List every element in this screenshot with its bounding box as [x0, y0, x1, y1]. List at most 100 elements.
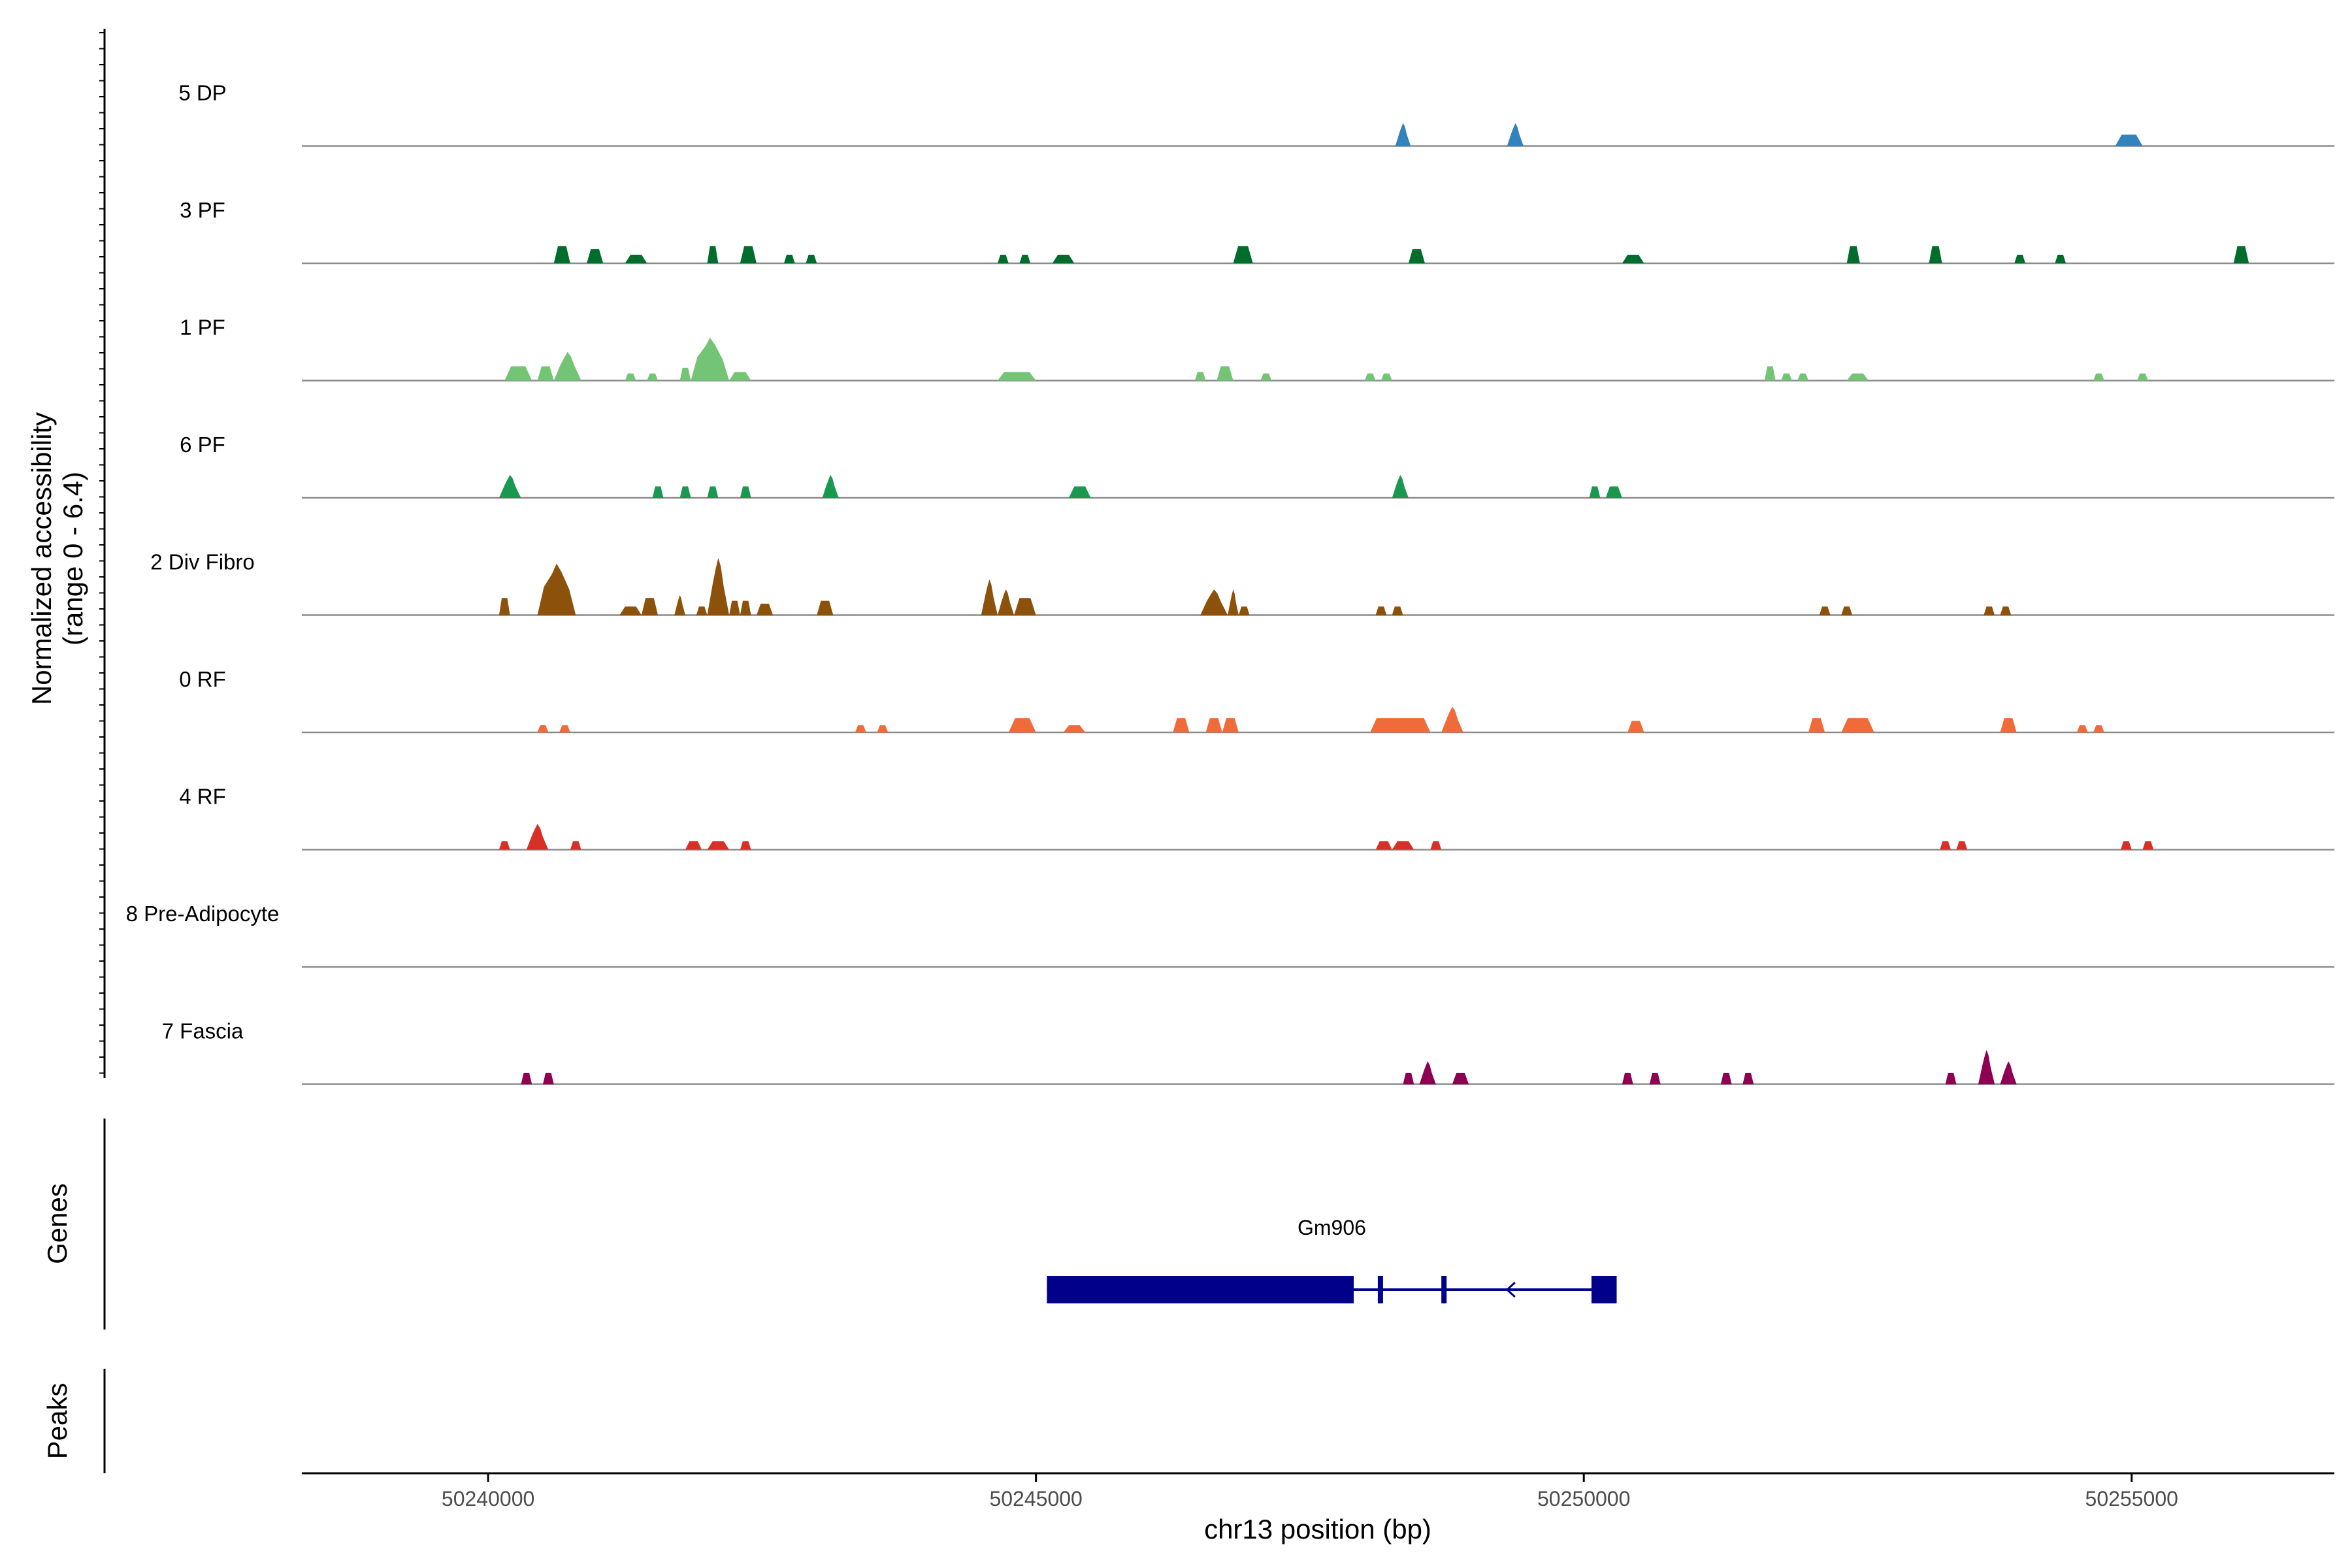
coverage-peak — [756, 604, 774, 615]
x-axis-tick-label: 50255000 — [2085, 1487, 2178, 1511]
x-axis-tick-label: 50250000 — [1537, 1487, 1630, 1511]
coverage-peak — [1008, 718, 1036, 732]
coverage-peak — [997, 254, 1009, 263]
coverage-peak — [553, 351, 581, 381]
coverage-peak — [1507, 123, 1524, 146]
coverage-peak — [537, 725, 549, 732]
coverage-peak — [1392, 475, 1409, 498]
strand-arrow-icon — [1505, 1281, 1516, 1298]
coverage-peak — [1819, 606, 1831, 615]
coverage-peak — [1781, 373, 1792, 381]
coverage-peak — [1841, 606, 1853, 615]
coverage-peak — [981, 579, 998, 615]
coverage-peak — [707, 486, 719, 498]
coverage-peak — [537, 563, 576, 615]
coverage-peak — [537, 366, 554, 381]
coverage-peak — [619, 606, 642, 615]
gene-exon — [1377, 1276, 1383, 1303]
track-label: 1 PF — [180, 316, 225, 340]
coverage-peak — [652, 486, 664, 498]
coverage-peak — [1014, 598, 1036, 615]
coverage-peak — [1173, 718, 1190, 732]
coverage-peak — [1622, 254, 1644, 263]
coverage-peak — [2055, 254, 2066, 263]
track-label: 0 RF — [179, 667, 226, 691]
coverage-peak — [707, 246, 719, 263]
coverage-peak — [1841, 718, 1874, 732]
track-5-dp: 5 DP — [178, 81, 2334, 147]
coverage-peak — [2014, 254, 2026, 263]
track-8-pre-adipocyte: 8 Pre-Adipocyte — [126, 902, 2334, 968]
coverage-peak — [997, 589, 1015, 615]
coverage-peak — [1380, 373, 1392, 381]
coverage-tracks: 5 DP 3 PF 1 PF 6 PF 2 Div Fibro 0 RF 4 RF 8 Pre… — [126, 81, 2334, 1085]
coverage-peak — [1649, 1073, 1661, 1085]
coverage-peak — [2093, 725, 2104, 732]
coverage-peak — [1846, 373, 1869, 381]
coverage-peak — [1200, 589, 1228, 615]
coverage-peak — [817, 600, 834, 615]
x-axis-ticks: 50240000 50245000 50250000 50255000 — [442, 1473, 2178, 1511]
coverage-peak — [1395, 123, 1411, 146]
coverage-peak — [542, 1073, 554, 1085]
track-label: 7 Fascia — [162, 1019, 244, 1043]
coverage-peak — [1940, 841, 1952, 850]
coverage-peak — [2093, 373, 2104, 381]
coverage-peak — [570, 841, 581, 850]
coverage-y-ticks — [99, 32, 105, 1074]
coverage-peak — [1430, 841, 1442, 850]
coverage-peak — [679, 367, 691, 381]
coverage-peak — [855, 725, 866, 732]
coverage-peak — [1228, 589, 1239, 615]
coverage-peak — [2000, 718, 2017, 732]
coverage-peak — [1945, 1073, 1957, 1085]
coverage-peak — [2142, 841, 2154, 850]
coverage-peak — [641, 598, 659, 615]
coverage-peak — [806, 254, 817, 263]
coverage-peak — [1742, 1073, 1754, 1085]
coverage-peak — [1063, 725, 1086, 732]
coverage-peak — [1375, 841, 1392, 850]
coverage-peak — [625, 373, 636, 381]
coverage-peak — [696, 606, 708, 615]
gene-exon — [1047, 1276, 1354, 1303]
track-3-pf: 3 PF — [180, 198, 2334, 265]
y-axis-title: Normalized accessibility — [26, 412, 57, 705]
coverage-peak — [1392, 841, 1414, 850]
coverage-peak — [1797, 373, 1808, 381]
coverage-peak — [1441, 706, 1463, 732]
coverage-peak — [2115, 135, 2143, 146]
coverage-peak — [729, 600, 740, 615]
coverage-peak — [521, 1073, 532, 1085]
coverage-peak — [1233, 246, 1253, 263]
x-axis-tick-label: 50240000 — [442, 1487, 534, 1511]
coverage-peak — [822, 475, 839, 498]
y-axis-range-label: (range 0 - 6.4) — [57, 472, 88, 645]
gene-label: Gm906 — [1298, 1216, 1366, 1239]
coverage-peak — [1392, 606, 1403, 615]
coverage-peak — [1222, 718, 1239, 732]
track-label: 8 Pre-Adipocyte — [126, 902, 280, 926]
coverage-peak — [1984, 606, 1995, 615]
coverage-peak — [1375, 606, 1387, 615]
coverage-peak — [1217, 366, 1233, 381]
genes-track: Gm906 — [1047, 1216, 1617, 1303]
coverage-peak — [1260, 373, 1272, 381]
coverage-peak — [1052, 254, 1075, 263]
coverage-peak — [1720, 1073, 1732, 1085]
coverage-peak — [707, 841, 730, 850]
coverage-peak — [1929, 246, 1942, 263]
coverage-peak — [997, 372, 1036, 381]
track-6-pf: 6 PF — [180, 433, 2334, 499]
coverage-peak — [1622, 1073, 1633, 1085]
coverage-peak — [679, 486, 691, 498]
coverage-peak — [1370, 718, 1431, 732]
x-axis-title: chr13 position (bp) — [1204, 1514, 1431, 1544]
coverage-peak — [2120, 841, 2132, 850]
track-1-pf: 1 PF — [180, 316, 2334, 382]
coverage-peak — [877, 725, 889, 732]
coverage-peak — [685, 841, 702, 850]
coverage-peak — [2076, 725, 2088, 732]
track-7-fascia: 7 Fascia — [162, 1019, 2334, 1085]
track-label: 6 PF — [180, 433, 225, 457]
